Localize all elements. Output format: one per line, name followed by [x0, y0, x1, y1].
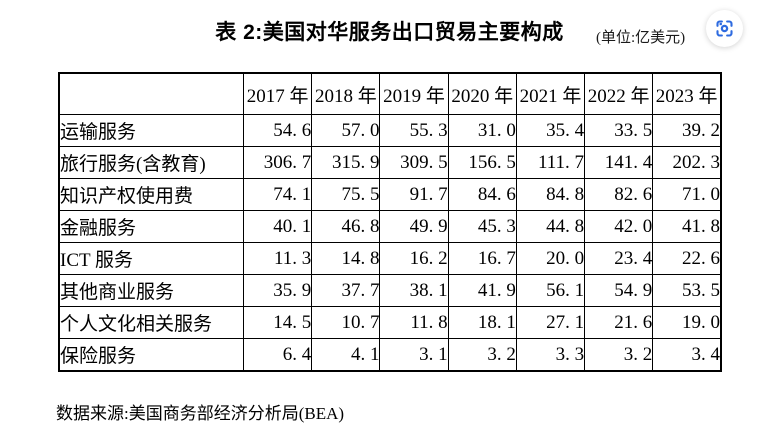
- data-source-note: 数据来源:美国商务部经济分析局(BEA): [56, 404, 345, 423]
- year-header: 2023 年: [652, 72, 722, 115]
- row-label: 保险服务: [58, 338, 245, 372]
- value-cell: 71. 0: [652, 178, 722, 211]
- year-header: 2022 年: [584, 72, 654, 115]
- table-row: 金融服务 40. 1 46. 8 49. 9 45. 3 44. 8 42. 0…: [58, 210, 722, 243]
- value-cell: 3. 1: [379, 338, 449, 372]
- table-caption-row: 表 2:美国对华服务出口贸易主要构成 (单位:亿美元): [0, 0, 779, 46]
- value-cell: 4. 1: [311, 338, 381, 372]
- page-title: 表 2:美国对华服务出口贸易主要构成: [215, 21, 564, 44]
- value-cell: 3. 2: [584, 338, 654, 372]
- value-cell: 46. 8: [311, 210, 381, 243]
- value-cell: 54. 6: [243, 114, 313, 147]
- row-label: 个人文化相关服务: [58, 306, 245, 339]
- image-scan-button[interactable]: [706, 10, 743, 47]
- value-cell: 91. 7: [379, 178, 449, 211]
- scan-viewfinder-icon: [714, 18, 735, 39]
- value-cell: 306. 7: [243, 146, 313, 179]
- value-cell: 33. 5: [584, 114, 654, 147]
- value-cell: 27. 1: [515, 306, 586, 339]
- value-cell: 309. 5: [379, 146, 449, 179]
- value-cell: 84. 6: [447, 178, 517, 211]
- year-header: 2017 年: [243, 72, 313, 115]
- row-label: ICT 服务: [58, 242, 245, 275]
- value-cell: 44. 8: [515, 210, 586, 243]
- value-cell: 35. 4: [515, 114, 586, 147]
- table-header-row: 2017 年 2018 年 2019 年 2020 年 2021 年 2022 …: [58, 72, 722, 115]
- value-cell: 3. 4: [652, 338, 722, 372]
- value-cell: 84. 8: [515, 178, 586, 211]
- value-cell: 3. 3: [515, 338, 586, 372]
- value-cell: 37. 7: [311, 274, 381, 307]
- table-row: 保险服务 6. 4 4. 1 3. 1 3. 2 3. 3 3. 2 3. 4: [58, 338, 722, 372]
- value-cell: 41. 8: [652, 210, 722, 243]
- value-cell: 38. 1: [379, 274, 449, 307]
- value-cell: 10. 7: [311, 306, 381, 339]
- table-row: 其他商业服务 35. 9 37. 7 38. 1 41. 9 56. 1 54.…: [58, 274, 722, 307]
- value-cell: 19. 0: [652, 306, 722, 339]
- value-cell: 82. 6: [584, 178, 654, 211]
- value-cell: 57. 0: [311, 114, 381, 147]
- table-row: 旅行服务(含教育) 306. 7 315. 9 309. 5 156. 5 11…: [58, 146, 722, 179]
- value-cell: 23. 4: [584, 242, 654, 275]
- value-cell: 202. 3: [652, 146, 722, 179]
- value-cell: 41. 9: [447, 274, 517, 307]
- value-cell: 14. 8: [311, 242, 381, 275]
- year-header: 2019 年: [379, 72, 449, 115]
- services-export-table: 2017 年 2018 年 2019 年 2020 年 2021 年 2022 …: [58, 72, 722, 372]
- value-cell: 18. 1: [447, 306, 517, 339]
- corner-cell: [58, 72, 245, 115]
- value-cell: 11. 8: [379, 306, 449, 339]
- value-cell: 45. 3: [447, 210, 517, 243]
- value-cell: 156. 5: [447, 146, 517, 179]
- value-cell: 55. 3: [379, 114, 449, 147]
- value-cell: 42. 0: [584, 210, 654, 243]
- unit-note: (单位:亿美元): [596, 30, 686, 46]
- value-cell: 111. 7: [515, 146, 586, 179]
- value-cell: 53. 5: [652, 274, 722, 307]
- value-cell: 22. 6: [652, 242, 722, 275]
- row-label: 旅行服务(含教育): [58, 146, 245, 179]
- value-cell: 315. 9: [311, 146, 381, 179]
- table-row: 运输服务 54. 6 57. 0 55. 3 31. 0 35. 4 33. 5…: [58, 114, 722, 147]
- value-cell: 31. 0: [447, 114, 517, 147]
- value-cell: 3. 2: [447, 338, 517, 372]
- row-label: 运输服务: [58, 114, 245, 147]
- row-label: 知识产权使用费: [58, 178, 245, 211]
- value-cell: 56. 1: [515, 274, 586, 307]
- value-cell: 75. 5: [311, 178, 381, 211]
- year-header: 2018 年: [311, 72, 381, 115]
- value-cell: 21. 6: [584, 306, 654, 339]
- value-cell: 39. 2: [652, 114, 722, 147]
- value-cell: 141. 4: [584, 146, 654, 179]
- row-label: 其他商业服务: [58, 274, 245, 307]
- table-row: 个人文化相关服务 14. 5 10. 7 11. 8 18. 1 27. 1 2…: [58, 306, 722, 339]
- year-header: 2020 年: [447, 72, 517, 115]
- value-cell: 54. 9: [584, 274, 654, 307]
- value-cell: 49. 9: [379, 210, 449, 243]
- value-cell: 14. 5: [243, 306, 313, 339]
- value-cell: 11. 3: [243, 242, 313, 275]
- table-row: 知识产权使用费 74. 1 75. 5 91. 7 84. 6 84. 8 82…: [58, 178, 722, 211]
- value-cell: 74. 1: [243, 178, 313, 211]
- year-header: 2021 年: [515, 72, 586, 115]
- value-cell: 16. 2: [379, 242, 449, 275]
- value-cell: 40. 1: [243, 210, 313, 243]
- value-cell: 6. 4: [243, 338, 313, 372]
- value-cell: 16. 7: [447, 242, 517, 275]
- row-label: 金融服务: [58, 210, 245, 243]
- value-cell: 20. 0: [515, 242, 586, 275]
- table-row: ICT 服务 11. 3 14. 8 16. 2 16. 7 20. 0 23.…: [58, 242, 722, 275]
- value-cell: 35. 9: [243, 274, 313, 307]
